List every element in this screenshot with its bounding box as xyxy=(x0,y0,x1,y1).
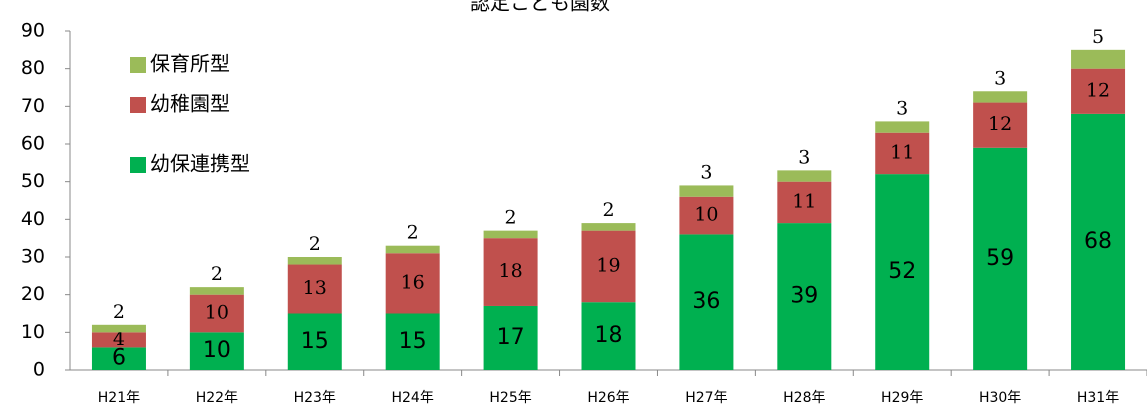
bar-segment xyxy=(91,347,146,370)
data-label: 11 xyxy=(890,141,914,163)
data-label: 68 xyxy=(1084,229,1112,254)
data-label: 4 xyxy=(113,328,125,350)
bar-segment xyxy=(581,223,636,231)
bar-segment xyxy=(973,147,1028,370)
data-label: 12 xyxy=(988,113,1012,135)
x-tick-label: H29年 xyxy=(881,390,923,406)
bar-segment xyxy=(581,230,636,303)
bar-segment xyxy=(973,102,1028,148)
data-label: 2 xyxy=(113,301,125,323)
bar-segment xyxy=(973,91,1028,103)
bar-segment xyxy=(287,313,342,370)
x-tick-label: H23年 xyxy=(294,390,336,406)
data-label: 10 xyxy=(694,204,718,226)
bar-segment xyxy=(1071,113,1126,370)
x-tick-label: H27年 xyxy=(685,390,727,406)
bar-segment xyxy=(385,313,440,370)
x-tick-label: H28年 xyxy=(783,390,825,406)
bar-segment xyxy=(385,245,440,254)
legend-label: 保育所型 xyxy=(150,52,230,76)
legend-swatch xyxy=(130,57,146,73)
data-label: 3 xyxy=(994,67,1006,89)
data-label: 18 xyxy=(498,260,522,282)
y-tick-label: 60 xyxy=(21,133,45,155)
bar-segment xyxy=(777,223,832,370)
bar-segment xyxy=(385,253,440,314)
data-label: 52 xyxy=(888,259,916,284)
y-tick-label: 20 xyxy=(21,283,45,305)
data-label: 15 xyxy=(399,329,427,354)
data-label: 2 xyxy=(602,199,614,221)
legend-label: 幼保連携型 xyxy=(150,152,250,176)
y-tick-label: 10 xyxy=(21,321,45,343)
bar-segment xyxy=(189,332,244,370)
data-label: 12 xyxy=(1086,79,1110,101)
y-tick-label: 90 xyxy=(21,20,45,42)
bar-segment xyxy=(287,257,342,265)
data-label: 13 xyxy=(303,277,327,299)
bar-segment xyxy=(483,305,538,370)
data-label: 19 xyxy=(596,254,620,276)
data-label: 18 xyxy=(595,323,623,348)
x-tick-label: H21年 xyxy=(98,390,140,406)
data-label: 59 xyxy=(986,246,1014,271)
data-label: 15 xyxy=(301,329,329,354)
chart-title: 認定こども園数 xyxy=(470,0,610,15)
y-tick-label: 70 xyxy=(21,95,45,117)
data-label: 3 xyxy=(798,146,810,168)
x-tick-label: H24年 xyxy=(392,390,434,406)
bar-segment xyxy=(679,196,734,235)
data-label: 3 xyxy=(896,97,908,119)
bar-segment xyxy=(875,174,930,370)
bar-segment xyxy=(679,234,734,370)
x-tick-label: H30年 xyxy=(979,390,1021,406)
bar-segment xyxy=(483,230,538,239)
y-tick-label: 0 xyxy=(33,359,45,381)
y-tick-label: 50 xyxy=(21,170,45,192)
legend-swatch xyxy=(130,97,146,113)
data-label: 2 xyxy=(309,233,321,255)
data-label: 5 xyxy=(1092,26,1104,48)
data-label: 6 xyxy=(112,346,126,371)
bar-segment xyxy=(1071,68,1126,114)
bar-segment xyxy=(91,332,146,348)
data-label: 10 xyxy=(203,338,231,363)
y-tick-label: 80 xyxy=(21,57,45,79)
x-tick-label: H31年 xyxy=(1077,390,1119,406)
bar-segment xyxy=(1071,49,1126,69)
data-label: 10 xyxy=(205,302,229,324)
y-tick-label: 30 xyxy=(21,246,45,268)
bar-segment xyxy=(189,294,244,333)
bar-segment xyxy=(483,238,538,306)
bar-segment xyxy=(875,121,930,133)
data-label: 16 xyxy=(401,271,425,293)
bar-segment xyxy=(287,264,342,314)
bar-segment xyxy=(679,185,734,197)
data-label: 3 xyxy=(700,161,712,183)
bar-segment xyxy=(875,132,930,175)
y-tick-label: 40 xyxy=(21,208,45,230)
x-tick-label: H26年 xyxy=(587,390,629,406)
bar-segment xyxy=(91,324,146,333)
data-label: 2 xyxy=(211,263,223,285)
legend-label: 幼稚園型 xyxy=(150,92,230,116)
data-label: 17 xyxy=(497,325,525,350)
bar-segment xyxy=(581,302,636,370)
data-label: 2 xyxy=(407,222,419,244)
x-tick-label: H25年 xyxy=(489,390,531,406)
legend-swatch xyxy=(130,157,146,173)
data-label: 36 xyxy=(692,289,720,314)
data-label: 11 xyxy=(792,190,816,212)
x-tick-label: H22年 xyxy=(196,390,238,406)
data-label: 39 xyxy=(790,284,818,309)
data-label: 2 xyxy=(505,207,517,229)
bar-segment xyxy=(189,287,244,295)
bar-segment xyxy=(777,181,832,224)
bar-segment xyxy=(777,170,832,182)
